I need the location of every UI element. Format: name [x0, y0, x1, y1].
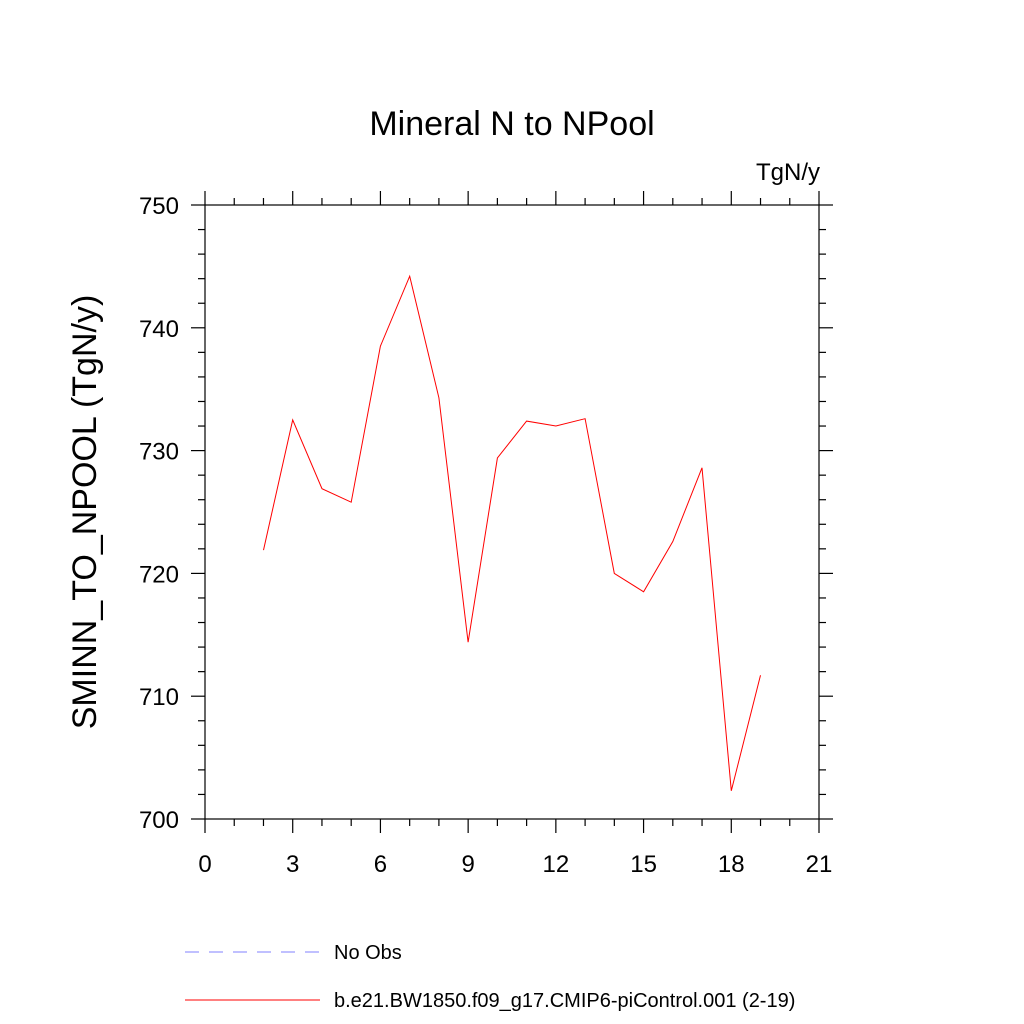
- x-tick-label: 21: [806, 851, 833, 878]
- x-tick-label: 12: [543, 851, 570, 878]
- chart-title: Mineral N to NPool: [369, 105, 654, 143]
- series-layer: [263, 274, 761, 791]
- x-tick-label: 9: [461, 851, 474, 878]
- x-tick-label: 0: [198, 851, 211, 878]
- series-line: [263, 274, 761, 791]
- y-tick-label: 740: [139, 316, 179, 343]
- plot-frame: [204, 204, 820, 820]
- legend-label: b.e21.BW1850.f09_g17.CMIP6-piControl.001…: [334, 990, 795, 1012]
- y-tick-label: 730: [139, 439, 179, 466]
- legend: No Obs b.e21.BW1850.f09_g17.CMIP6-piContr…: [185, 942, 795, 1012]
- y-tick-label: 710: [139, 684, 179, 711]
- y-axis-label: SMINN_TO_NPOOL (TgN/y): [66, 295, 104, 730]
- y-tick-label: 720: [139, 561, 179, 588]
- y-tick-label: 700: [139, 807, 179, 834]
- x-tick-label: 6: [374, 851, 387, 878]
- x-tick-label: 3: [286, 851, 299, 878]
- legend-label: No Obs: [334, 942, 402, 964]
- axis-ticks: 0 3 6 9 12 15 18 21 700 710 720 730 740 750: [139, 191, 833, 878]
- x-tick-label: 18: [718, 851, 745, 878]
- x-tick-label: 15: [630, 851, 657, 878]
- y-tick-label: 750: [139, 193, 179, 220]
- units-label: TgN/y: [756, 159, 820, 186]
